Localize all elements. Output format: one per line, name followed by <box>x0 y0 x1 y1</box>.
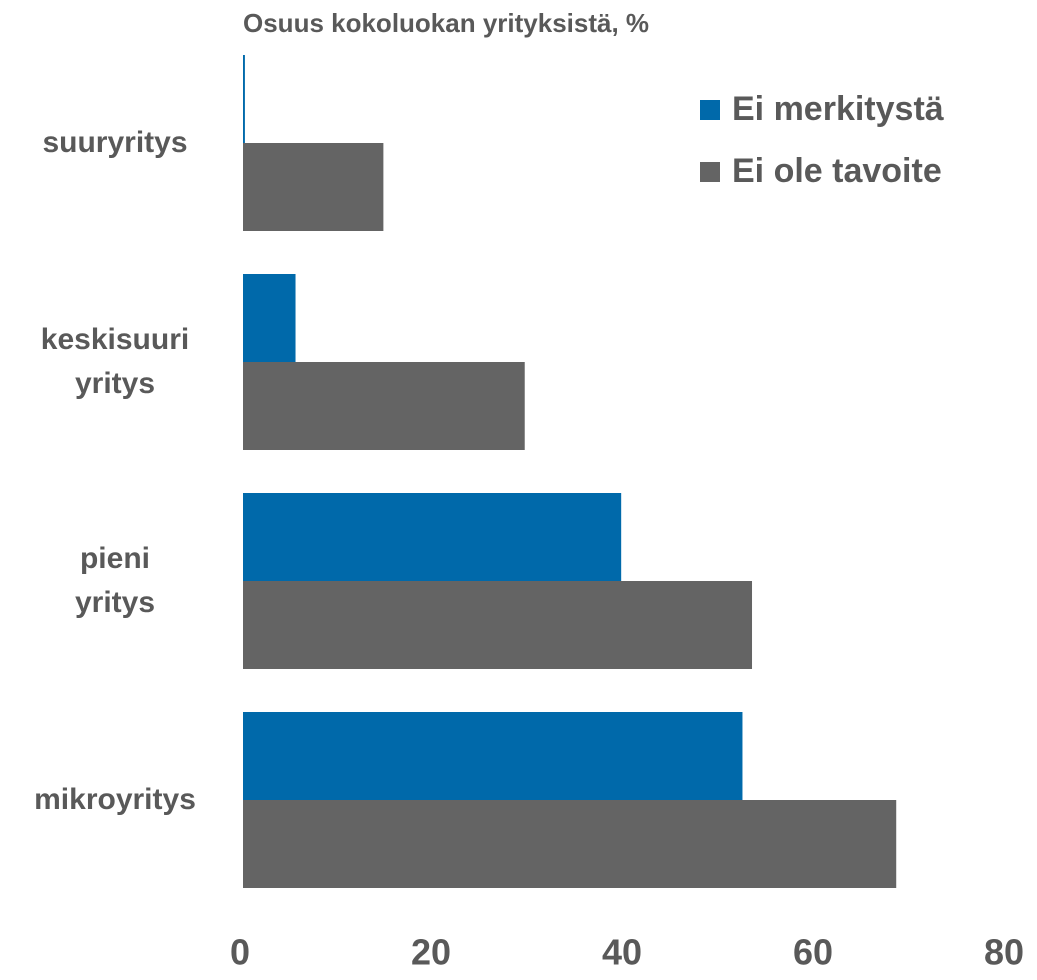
bar <box>243 800 897 888</box>
legend-label: Ei merkitystä <box>732 90 944 128</box>
legend-label: Ei ole tavoite <box>732 152 942 190</box>
bar <box>243 581 753 669</box>
x-tick-label: 0 <box>230 932 250 973</box>
bar <box>243 712 743 800</box>
x-tick-label: 40 <box>602 932 642 973</box>
chart-title: Osuus kokoluokan yrityksistä, % <box>243 8 649 38</box>
x-tick-label: 80 <box>984 932 1024 973</box>
bar <box>243 55 245 143</box>
x-tick-label: 60 <box>793 932 833 973</box>
bar <box>243 274 296 362</box>
y-tick-label: mikroyritys <box>34 783 196 816</box>
legend-swatch <box>700 162 720 182</box>
legend-swatch <box>700 100 720 120</box>
y-tick-label: pieni yritys <box>74 542 156 619</box>
y-tick-label: keskisuuri yritys <box>40 323 190 400</box>
bar <box>243 143 384 231</box>
bar <box>243 493 622 581</box>
x-tick-label: 20 <box>411 932 451 973</box>
y-tick-label: suuryritys <box>42 126 188 159</box>
bar <box>243 362 525 450</box>
